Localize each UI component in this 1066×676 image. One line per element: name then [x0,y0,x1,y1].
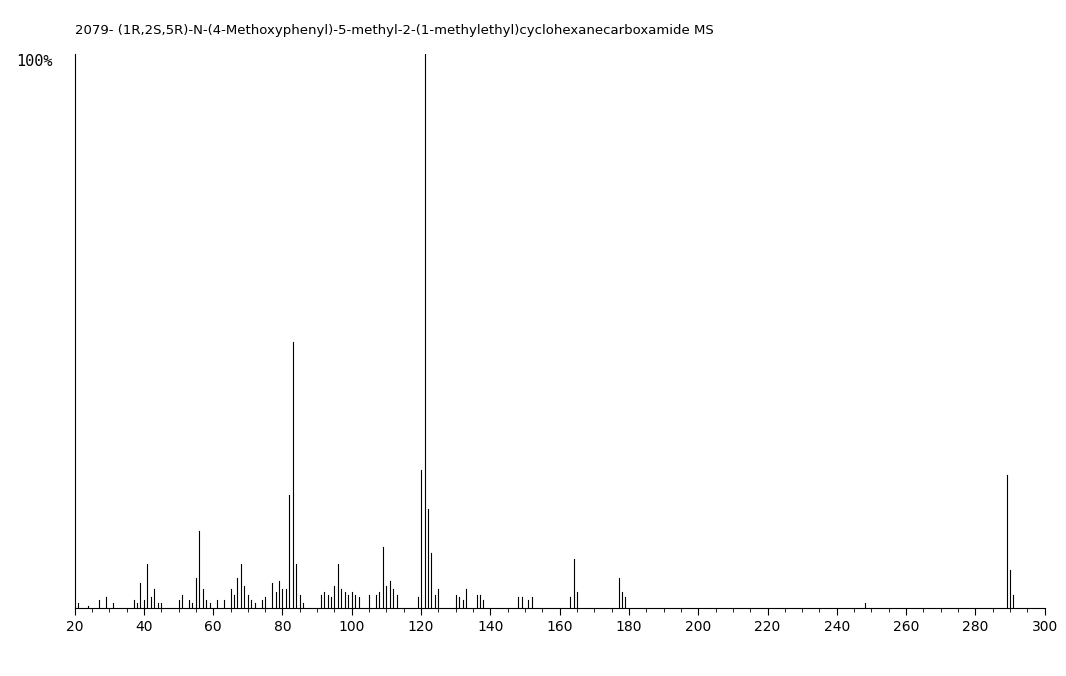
Text: 2079- (1R,2S,5R)-N-(4-Methoxyphenyl)-5-methyl-2-(1-methylethyl)cyclohexanecarbox: 2079- (1R,2S,5R)-N-(4-Methoxyphenyl)-5-m… [75,24,713,37]
Text: 100%: 100% [16,54,53,69]
